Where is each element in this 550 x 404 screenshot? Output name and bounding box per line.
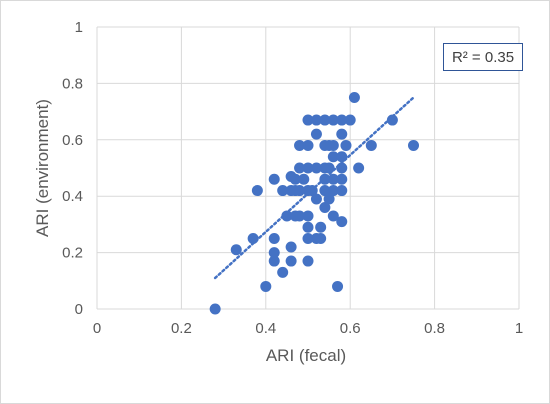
data-point (315, 221, 327, 233)
x-tick-label: 0 (93, 320, 101, 337)
x-tick-label: 0.2 (171, 320, 192, 337)
y-tick-label: 0 (75, 301, 83, 318)
data-point (294, 210, 306, 222)
data-point (268, 247, 280, 259)
data-point (323, 162, 335, 174)
data-point (319, 185, 331, 197)
data-point (268, 173, 280, 185)
data-point (302, 210, 314, 222)
data-point (289, 173, 301, 185)
y-tick-label: 0.2 (62, 245, 83, 262)
data-point (294, 185, 306, 197)
data-point (302, 221, 314, 233)
data-point (277, 266, 289, 278)
y-tick-label: 0.4 (62, 188, 83, 205)
data-points (209, 92, 419, 315)
data-point (315, 233, 327, 244)
data-point (302, 233, 314, 244)
data-point (319, 114, 331, 126)
data-point (319, 173, 331, 185)
data-point (327, 185, 339, 197)
y-tick-label: 0.8 (62, 75, 83, 92)
data-point (319, 201, 331, 213)
data-point (327, 139, 339, 151)
data-point (336, 185, 348, 197)
data-point (327, 210, 339, 222)
data-point (310, 128, 322, 140)
x-tick-labels: 0 0.2 0.4 0.6 0.8 1 (93, 320, 523, 337)
data-point (281, 210, 293, 222)
data-point (340, 139, 352, 151)
gridlines (96, 26, 520, 310)
data-point (386, 114, 398, 126)
data-point (277, 185, 289, 197)
data-point (327, 173, 339, 185)
y-tick-label: 1 (75, 19, 83, 36)
data-point (285, 241, 297, 253)
data-point (310, 193, 322, 205)
data-point (336, 128, 348, 140)
y-axis-title: ARI (environment) (33, 99, 52, 237)
y-tick-labels: 0 0.2 0.4 0.6 0.8 1 (62, 19, 83, 318)
data-point (348, 92, 360, 103)
x-axis-title: ARI (fecal) (266, 346, 346, 365)
data-point (285, 255, 297, 267)
data-point (332, 280, 344, 292)
data-point (268, 255, 280, 267)
data-point (353, 162, 365, 174)
r-squared-label: R² = 0.35 (443, 43, 523, 71)
data-point (336, 151, 348, 163)
data-point (408, 139, 419, 151)
data-point (323, 193, 335, 205)
data-point (247, 233, 259, 244)
data-point (336, 216, 348, 228)
data-point (209, 303, 221, 315)
data-point (294, 162, 306, 174)
data-point (336, 162, 348, 174)
data-point (298, 173, 310, 185)
x-tick-label: 1 (515, 320, 523, 337)
data-point (302, 114, 314, 126)
data-point (327, 151, 339, 163)
data-point (260, 280, 272, 292)
x-tick-label: 0.4 (255, 320, 276, 337)
y-tick-label: 0.6 (62, 132, 83, 149)
data-point (302, 139, 314, 151)
data-point (365, 139, 377, 151)
data-point (310, 114, 322, 126)
data-point (306, 185, 318, 197)
data-point (230, 244, 242, 256)
data-point (336, 173, 348, 185)
data-point (327, 114, 339, 126)
data-point (336, 114, 348, 126)
x-tick-label: 0.6 (340, 320, 361, 337)
x-tick-label: 0.8 (424, 320, 445, 337)
data-point (251, 185, 263, 197)
data-point (268, 233, 280, 244)
data-point (294, 139, 306, 151)
data-point (302, 162, 314, 174)
data-point (310, 162, 322, 174)
data-point (302, 255, 314, 267)
data-point (344, 114, 356, 126)
